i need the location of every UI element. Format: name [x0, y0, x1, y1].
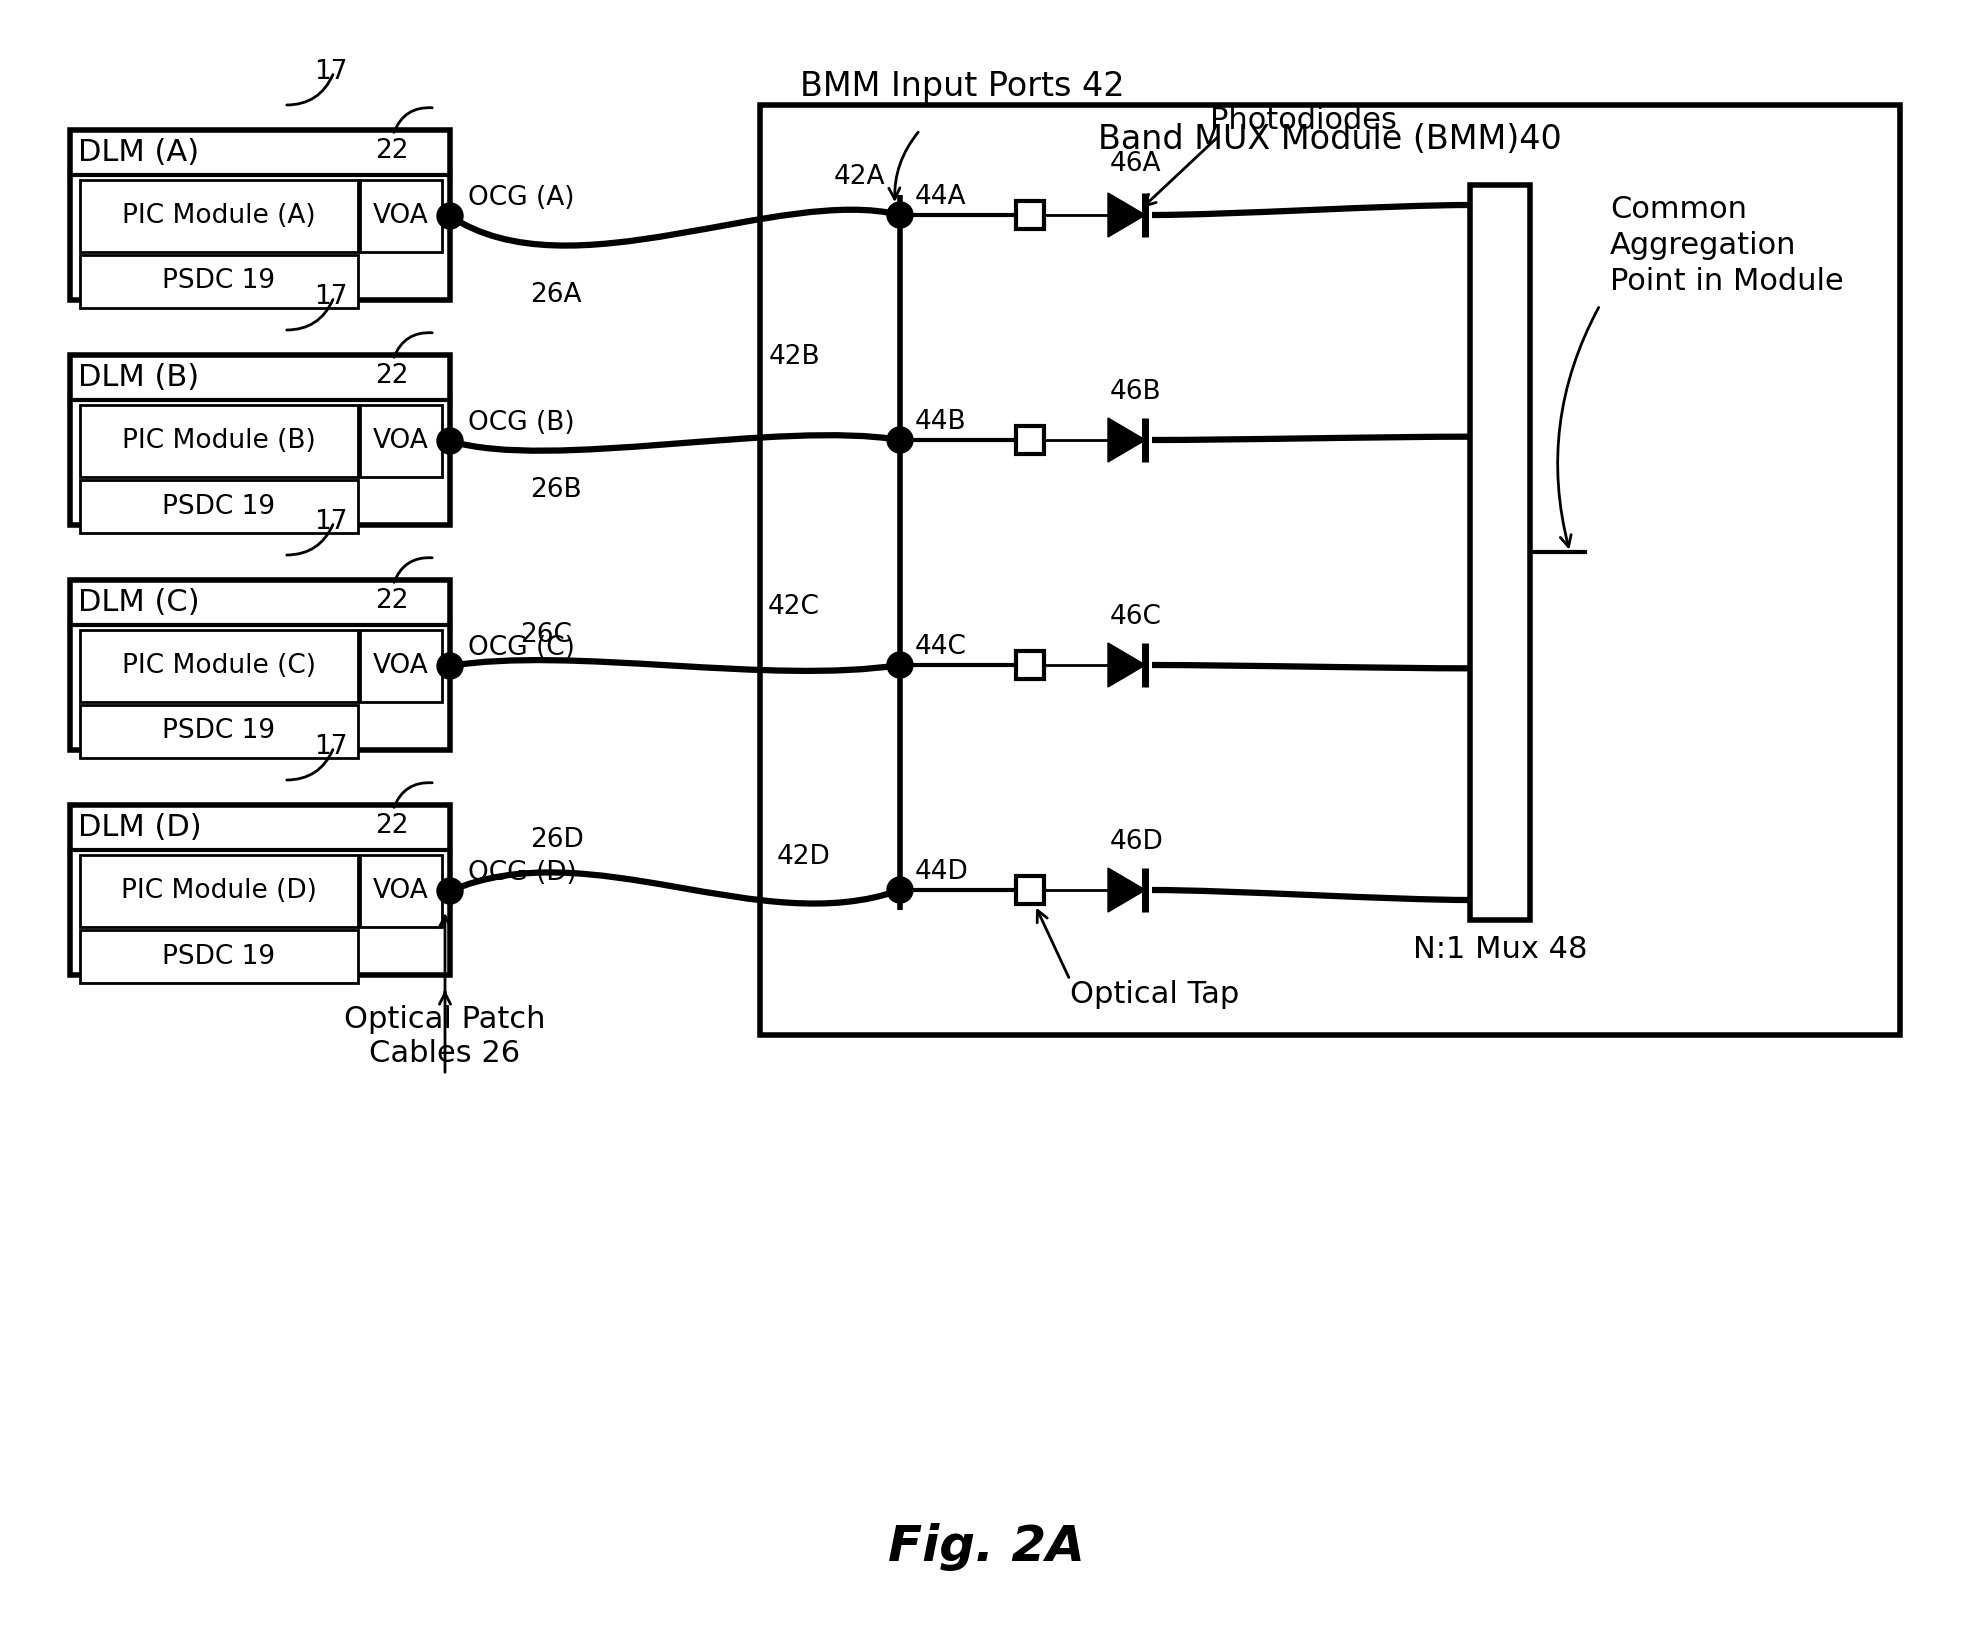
Bar	[1016, 201, 1043, 229]
Bar	[1016, 650, 1043, 679]
Bar	[81, 180, 359, 253]
Text: 46A: 46A	[1110, 150, 1162, 177]
Circle shape	[887, 201, 913, 228]
Text: PSDC 19: PSDC 19	[162, 943, 276, 969]
Bar	[81, 480, 359, 533]
Text: 44C: 44C	[915, 634, 966, 660]
Text: DLM (B): DLM (B)	[79, 363, 199, 391]
Circle shape	[438, 428, 463, 454]
Bar	[81, 404, 359, 477]
Bar	[69, 806, 450, 976]
Text: Optical Tap: Optical Tap	[1071, 981, 1238, 1009]
Text: 42B: 42B	[769, 343, 820, 370]
Text: DLM (D): DLM (D)	[79, 812, 201, 842]
Text: 17: 17	[314, 509, 347, 535]
Text: 22: 22	[375, 588, 408, 614]
Text: 17: 17	[314, 59, 347, 84]
Text: 26D: 26D	[530, 827, 584, 854]
Text: OCG (A): OCG (A)	[467, 185, 574, 211]
Bar	[69, 130, 450, 300]
Circle shape	[887, 877, 913, 903]
Circle shape	[438, 203, 463, 229]
Text: VOA: VOA	[373, 428, 428, 454]
Text: Common
Aggregation
Point in Module: Common Aggregation Point in Module	[1609, 195, 1844, 296]
Text: 46C: 46C	[1110, 604, 1162, 631]
Bar	[81, 254, 359, 309]
Circle shape	[438, 654, 463, 679]
Polygon shape	[1108, 642, 1146, 687]
Text: Fig. 2A: Fig. 2A	[887, 1522, 1085, 1572]
Text: PIC Module (A): PIC Module (A)	[122, 203, 316, 229]
Text: 22: 22	[375, 139, 408, 163]
Text: 42C: 42C	[769, 594, 820, 621]
Polygon shape	[1108, 193, 1146, 238]
Text: 22: 22	[375, 812, 408, 839]
Text: 44A: 44A	[915, 183, 966, 210]
Text: PSDC 19: PSDC 19	[162, 718, 276, 745]
Circle shape	[887, 652, 913, 679]
Text: 17: 17	[314, 284, 347, 310]
Circle shape	[438, 878, 463, 905]
Text: 42A: 42A	[834, 163, 885, 190]
Text: 22: 22	[375, 363, 408, 390]
Bar	[361, 180, 442, 253]
Bar	[1469, 185, 1530, 920]
Text: 46B: 46B	[1110, 380, 1162, 404]
Text: VOA: VOA	[373, 654, 428, 679]
Text: PIC Module (B): PIC Module (B)	[122, 428, 316, 454]
Text: 26A: 26A	[530, 282, 582, 309]
Polygon shape	[1108, 868, 1146, 911]
Text: 26B: 26B	[530, 477, 582, 504]
Bar	[759, 106, 1899, 1035]
Text: 44B: 44B	[915, 409, 966, 434]
Bar	[361, 631, 442, 702]
Bar	[1016, 426, 1043, 454]
Circle shape	[887, 428, 913, 452]
Bar	[69, 580, 450, 750]
Text: BMM Input Ports 42: BMM Input Ports 42	[801, 69, 1124, 102]
Bar	[81, 631, 359, 702]
Text: PIC Module (D): PIC Module (D)	[120, 878, 317, 905]
Text: DLM (A): DLM (A)	[79, 139, 199, 167]
Bar	[81, 855, 359, 926]
Bar	[361, 404, 442, 477]
Text: VOA: VOA	[373, 203, 428, 229]
Polygon shape	[1108, 418, 1146, 462]
Bar	[361, 855, 442, 926]
Text: PSDC 19: PSDC 19	[162, 269, 276, 294]
Text: OCG (B): OCG (B)	[467, 409, 574, 436]
Text: Photodiodes: Photodiodes	[1211, 106, 1396, 135]
Text: OCG (C): OCG (C)	[467, 636, 576, 660]
Text: Band MUX Module (BMM)40: Band MUX Module (BMM)40	[1098, 124, 1562, 155]
Bar	[69, 355, 450, 525]
Text: VOA: VOA	[373, 878, 428, 905]
Bar	[81, 930, 359, 982]
Text: N:1 Mux 48: N:1 Mux 48	[1412, 934, 1587, 964]
Text: PIC Module (C): PIC Module (C)	[122, 654, 316, 679]
Text: PSDC 19: PSDC 19	[162, 494, 276, 520]
Text: 17: 17	[314, 735, 347, 759]
Text: DLM (C): DLM (C)	[79, 588, 199, 617]
Bar	[81, 705, 359, 758]
Text: 46D: 46D	[1110, 829, 1163, 855]
Text: 26C: 26C	[521, 622, 572, 647]
Text: 44D: 44D	[915, 859, 968, 885]
Bar	[1016, 877, 1043, 905]
Text: OCG (D): OCG (D)	[467, 860, 576, 887]
Text: 42D: 42D	[777, 844, 830, 870]
Text: Optical Patch
Cables 26: Optical Patch Cables 26	[345, 1005, 546, 1068]
